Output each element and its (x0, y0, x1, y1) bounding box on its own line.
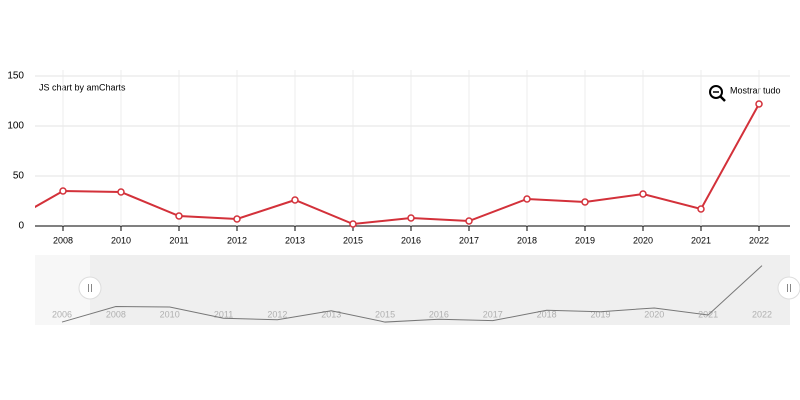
x-tick-label: 2017 (459, 235, 479, 245)
zoom-button[interactable]: Mostrar tudo (709, 85, 781, 102)
point (59, 187, 67, 195)
point (465, 217, 473, 225)
grip-circle (777, 276, 800, 300)
point (233, 215, 241, 223)
scrollbar-label: 2015 (375, 309, 395, 319)
point (639, 190, 647, 198)
x-tick-label: 2015 (343, 235, 363, 245)
x-tick-label: 2011 (169, 235, 188, 245)
y-tick-label: 150 (7, 71, 24, 82)
scrollbar-label: 2019 (590, 309, 610, 319)
scrollbar-label: 2020 (644, 309, 664, 319)
point (755, 100, 763, 108)
x-tick-label: 2021 (691, 235, 711, 245)
scrollbar-line (61, 265, 763, 323)
point (291, 196, 299, 204)
x-tick-label: 2016 (401, 235, 421, 245)
scrollbar-label: 2022 (752, 309, 772, 319)
line (35, 103, 760, 226)
point (697, 205, 705, 213)
x-tick-label: 2020 (633, 235, 653, 245)
x-tick-label: 2013 (285, 235, 305, 245)
zoom-icon (709, 85, 723, 99)
y-tick-label: 100 (7, 121, 24, 132)
scrollbar-label: 2018 (537, 309, 557, 319)
zoom-button-label[interactable]: Mostrar tudo (730, 85, 781, 95)
point (407, 214, 415, 222)
grip-circle (78, 276, 102, 300)
x-tick-label: 2008 (53, 235, 73, 245)
point (581, 198, 589, 206)
x-tick-label: 2022 (749, 235, 769, 245)
point (175, 212, 183, 220)
scrollbar-label: 2010 (160, 309, 180, 319)
scrollbar-grip[interactable] (777, 276, 800, 300)
scrollbar-selection (90, 255, 790, 325)
scrollbar-label: 2011 (214, 309, 233, 319)
credit: JS chart by amCharts (39, 82, 126, 92)
point (349, 220, 357, 228)
point (523, 195, 531, 203)
y-tick-label: 0 (18, 221, 24, 232)
x-tick-label: 2018 (517, 235, 537, 245)
x-tick-label: 2019 (575, 235, 595, 245)
scrollbar-label: 2013 (321, 309, 341, 319)
scrollbar-label: 2012 (267, 309, 287, 319)
point (2, 221, 8, 227)
zoom-icon-handle (719, 95, 726, 102)
point (117, 188, 125, 196)
scrollbar-grip[interactable] (78, 276, 102, 300)
scrollbar-label: 2008 (106, 309, 126, 319)
x-tick-label: 2012 (227, 235, 247, 245)
scrollbar-label: 2017 (483, 309, 503, 319)
y-tick-label: 50 (13, 171, 25, 182)
scrollbar-label: 2006 (52, 309, 72, 319)
scrollbar-label: 2016 (429, 309, 449, 319)
x-tick-label: 2010 (111, 235, 131, 245)
